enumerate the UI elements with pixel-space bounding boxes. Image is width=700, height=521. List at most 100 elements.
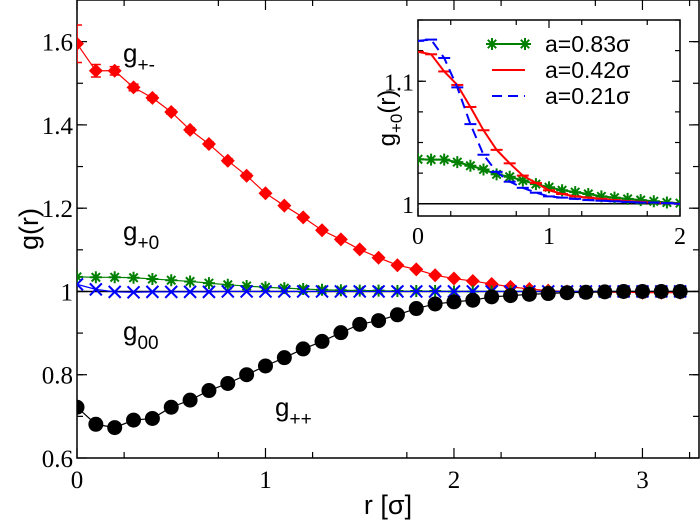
legend-entry: a=0.83σ <box>486 31 630 57</box>
data-point-cross <box>126 285 141 299</box>
data-point-asterisk <box>89 271 102 284</box>
legend-entry: a=0.21σ <box>492 83 630 109</box>
label-main: g <box>123 316 137 346</box>
data-point-circle <box>540 286 556 302</box>
data-point-diamond <box>164 105 179 120</box>
data-point-diamond <box>446 271 461 286</box>
data-point-diamond <box>239 168 254 183</box>
data-point-circle <box>201 383 217 399</box>
data-point-asterisk <box>621 192 634 205</box>
x-axis-label: r [σ] <box>364 490 412 520</box>
data-point-diamond <box>107 63 122 78</box>
data-point-asterisk <box>503 170 516 183</box>
y-tick-label: 1.4 <box>42 113 74 140</box>
data-point-circle <box>77 399 85 415</box>
label-tail: (r) <box>374 90 401 114</box>
legend-label: a=0.83σ <box>545 31 630 57</box>
label-main: g <box>123 38 137 68</box>
data-point-cross <box>164 285 178 299</box>
data-point-asterisk <box>240 280 253 293</box>
data-point-cross <box>428 284 442 299</box>
data-point-diamond <box>333 232 348 247</box>
data-point-cross <box>89 282 103 297</box>
data-point-circle <box>521 286 537 302</box>
data-point-circle <box>634 283 650 299</box>
data-point-circle <box>126 412 142 428</box>
data-point-circle <box>503 288 519 304</box>
x-tick-label: 2 <box>674 224 686 250</box>
data-point-circle <box>597 284 613 300</box>
data-point-asterisk <box>184 275 197 288</box>
data-point-cross <box>239 284 254 299</box>
x-tick-label: 1 <box>543 224 555 250</box>
data-point-asterisk <box>127 271 140 284</box>
data-point-circle <box>616 283 632 299</box>
y-tick-label: 1.2 <box>42 196 73 223</box>
data-point-circle <box>182 392 198 408</box>
data-point-circle <box>314 333 330 349</box>
data-point-cross <box>371 284 386 299</box>
data-point-asterisk <box>556 184 569 197</box>
label-main: g <box>123 216 137 246</box>
data-point-diamond <box>409 262 424 277</box>
x-tick-label: 0 <box>71 467 84 494</box>
data-point-circle <box>427 296 443 312</box>
data-point-cross <box>221 284 235 299</box>
data-point-circle <box>144 410 160 426</box>
series-label-g-zero-zero: g00 <box>123 316 159 354</box>
data-point-cross <box>77 277 84 292</box>
error-bar <box>77 24 82 64</box>
data-point-asterisk <box>647 195 660 208</box>
label-sub: 00 <box>137 333 158 354</box>
data-point-diamond <box>428 268 443 283</box>
data-point-circle <box>352 316 368 332</box>
data-point-diamond <box>390 258 405 273</box>
data-point-cross <box>183 285 197 299</box>
data-point-circle <box>163 399 179 415</box>
data-point-diamond <box>77 36 84 51</box>
data-point-asterisk <box>221 278 234 291</box>
legend-label: a=0.21σ <box>545 83 630 109</box>
data-point-asterisk <box>543 181 555 194</box>
data-point-asterisk <box>259 281 272 294</box>
data-point-asterisk <box>582 187 595 200</box>
data-point-diamond <box>220 153 235 168</box>
data-point-diamond <box>371 250 386 265</box>
data-point-cross <box>390 284 405 299</box>
data-point-circle <box>333 325 349 341</box>
data-point-asterisk <box>486 38 498 50</box>
y-tick-label: 1.6 <box>42 30 73 57</box>
data-point-asterisk <box>146 272 159 285</box>
series-label-g-plus-zero: g+0 <box>123 216 159 254</box>
data-point-diamond <box>88 63 103 78</box>
data-point-asterisk <box>297 282 310 295</box>
label-main: g <box>374 133 401 146</box>
data-point-circle <box>389 307 405 323</box>
plot-content <box>77 24 699 436</box>
data-point-asterisk <box>451 156 464 169</box>
plot-content <box>418 38 680 210</box>
data-point-asterisk <box>464 159 477 172</box>
data-point-asterisk <box>569 186 582 199</box>
data-point-cross <box>145 285 160 299</box>
data-point-circle <box>653 283 669 299</box>
data-point-asterisk <box>316 283 329 296</box>
data-point-circle <box>220 375 236 391</box>
series-label-g-plus-plus: g++ <box>275 392 312 430</box>
data-point-cross <box>296 284 310 299</box>
data-point-circle <box>484 289 500 305</box>
data-point-circle <box>276 350 292 366</box>
label-sub: +- <box>137 55 154 76</box>
data-point-asterisk <box>108 271 121 284</box>
data-point-cross <box>409 284 423 299</box>
legend-label: a=0.42σ <box>545 57 630 83</box>
y-tick-label: 0.6 <box>42 446 73 473</box>
data-point-circle <box>88 416 104 432</box>
data-point-asterisk <box>529 178 542 191</box>
data-point-cross <box>315 284 329 299</box>
data-point-cross <box>447 284 461 299</box>
data-point-diamond <box>465 274 480 289</box>
data-point-circle <box>465 292 481 308</box>
label-main: g <box>275 392 289 422</box>
